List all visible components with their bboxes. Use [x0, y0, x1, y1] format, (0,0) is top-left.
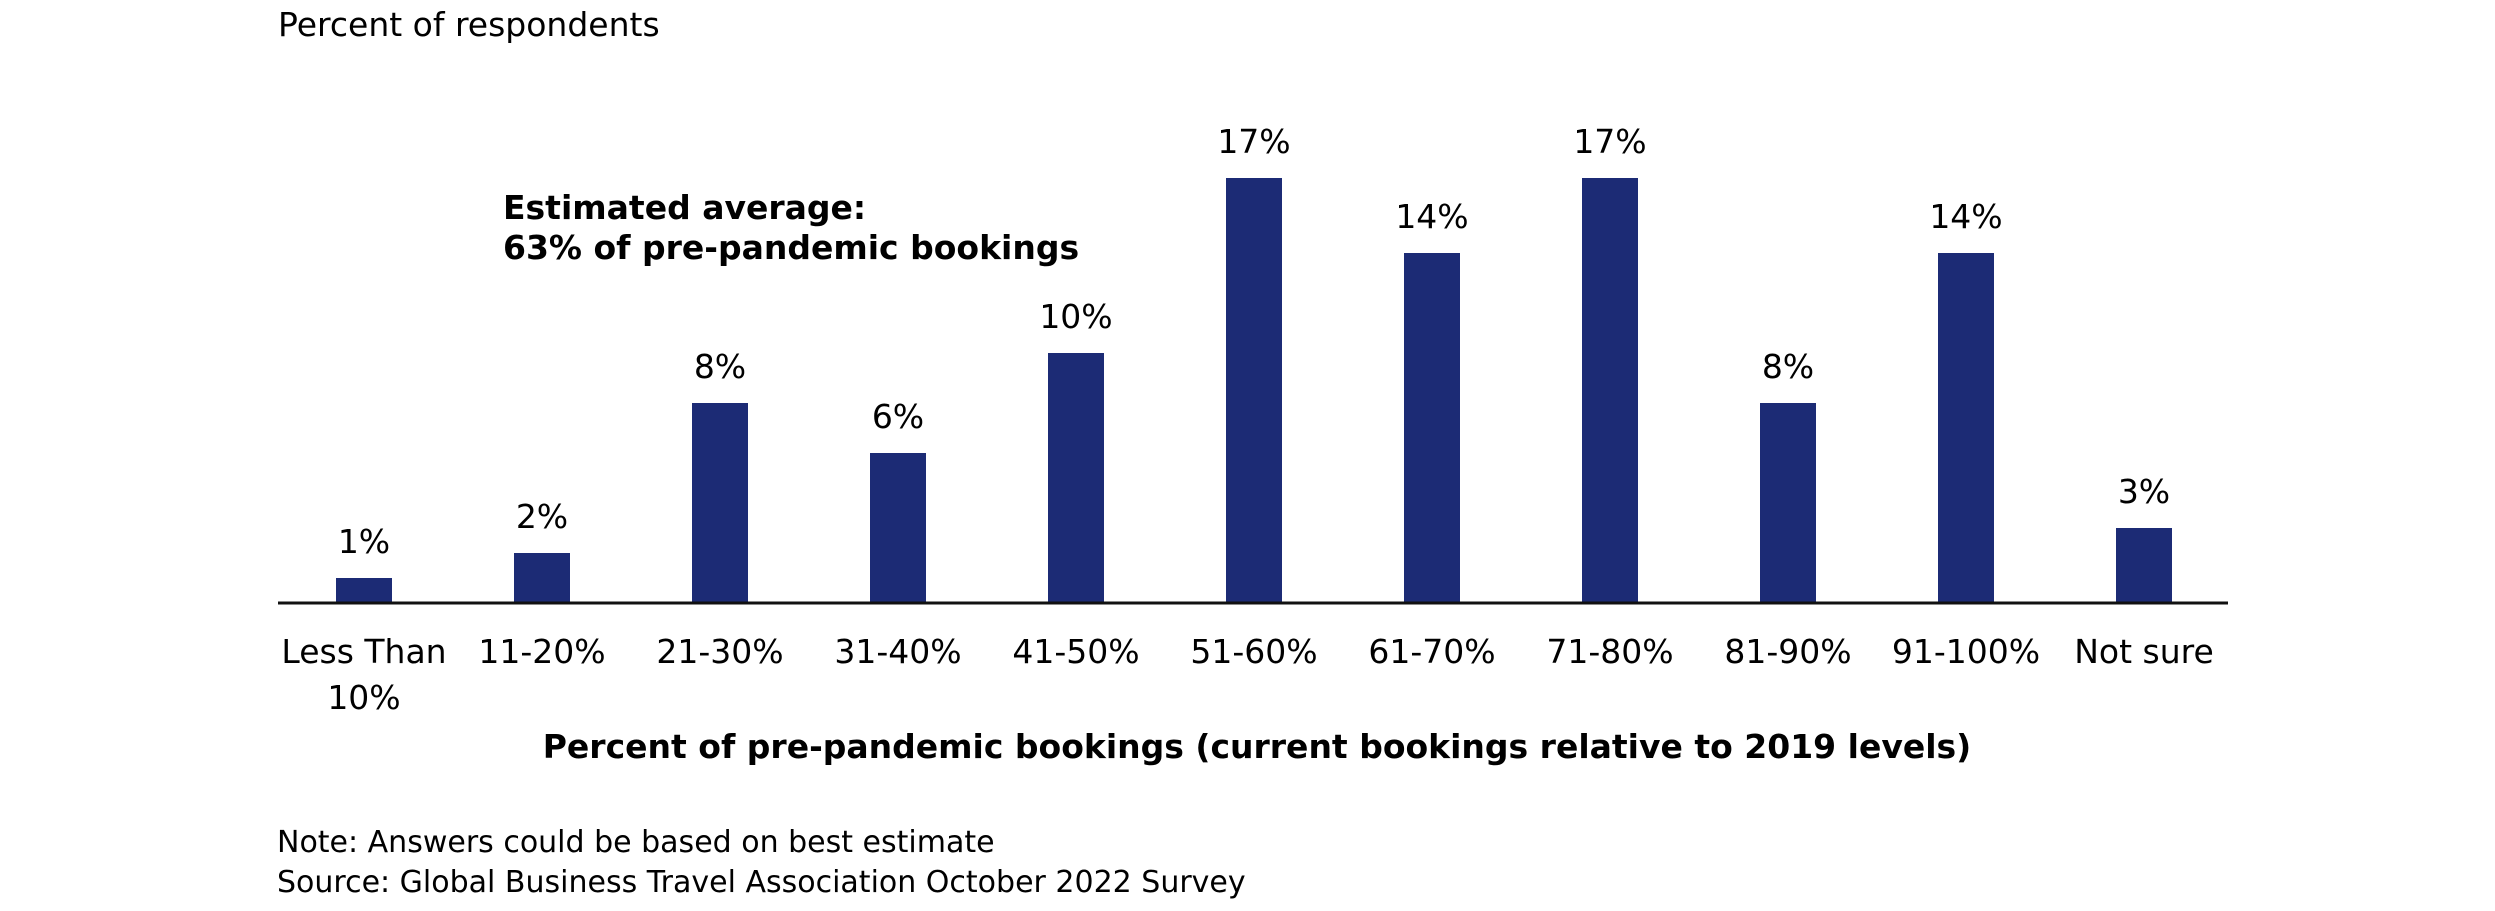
bar-value-label-6: 14% — [1395, 197, 1468, 236]
x-tick-label-line: 91-100% — [1892, 632, 2040, 671]
bar-7 — [1582, 178, 1638, 603]
bar-value-labels: 1% 2% 8% 6% 10% 17% 14% 17% 8% 14% 3% — [338, 122, 2170, 561]
y-axis-label: Percent of respondents — [278, 5, 660, 44]
bar-10 — [2116, 528, 2172, 603]
bar-value-label-10: 3% — [2118, 472, 2170, 511]
x-tick-label-line: 11-20% — [478, 632, 605, 671]
x-tick-label-3: 31-40% — [834, 632, 961, 671]
x-tick-label-9: 91-100% — [1892, 632, 2040, 671]
x-tick-label-line: 10% — [327, 678, 400, 717]
annotation-line-2: 63% of pre-pandemic bookings — [503, 228, 1079, 267]
bar-value-label-4: 10% — [1039, 297, 1112, 336]
bar-4 — [1048, 353, 1104, 603]
x-tick-label-line: 21-30% — [656, 632, 783, 671]
bar-1 — [514, 553, 570, 603]
bar-6 — [1404, 253, 1460, 603]
x-tick-label-line: Less Than — [281, 632, 446, 671]
x-tick-label-6: 61-70% — [1368, 632, 1495, 671]
bar-value-label-2: 8% — [694, 347, 746, 386]
x-tick-label-7: 71-80% — [1546, 632, 1673, 671]
bar-0 — [336, 578, 392, 603]
bar-value-label-1: 2% — [516, 497, 568, 536]
bar-value-label-8: 8% — [1762, 347, 1814, 386]
x-tick-labels: Less Than 10% 11-20% 21-30% 31-40% 41-50% 51-6… — [281, 632, 2213, 717]
bar-2 — [692, 403, 748, 603]
x-tick-label-line: Not sure — [2074, 632, 2214, 671]
x-tick-label-2: 21-30% — [656, 632, 783, 671]
bar-value-label-9: 14% — [1929, 197, 2002, 236]
x-tick-label-line: 41-50% — [1012, 632, 1139, 671]
x-tick-label-line: 71-80% — [1546, 632, 1673, 671]
bars-group — [336, 178, 2172, 603]
x-tick-label-5: 51-60% — [1190, 632, 1317, 671]
x-tick-label-line: 31-40% — [834, 632, 961, 671]
bar-9 — [1938, 253, 1994, 603]
bar-3 — [870, 453, 926, 603]
bar-5 — [1226, 178, 1282, 603]
bar-value-label-5: 17% — [1217, 122, 1290, 161]
x-tick-label-10: Not sure — [2074, 632, 2214, 671]
x-tick-label-line: 61-70% — [1368, 632, 1495, 671]
x-tick-label-line: 51-60% — [1190, 632, 1317, 671]
bar-value-label-7: 17% — [1573, 122, 1646, 161]
x-tick-label-4: 41-50% — [1012, 632, 1139, 671]
x-tick-label-8: 81-90% — [1724, 632, 1851, 671]
bar-value-label-3: 6% — [872, 397, 924, 436]
x-tick-label-1: 11-20% — [478, 632, 605, 671]
footnote: Note: Answers could be based on best est… — [277, 825, 995, 860]
x-tick-label-0: Less Than 10% — [281, 632, 446, 717]
x-tick-label-line: 81-90% — [1724, 632, 1851, 671]
bar-8 — [1760, 403, 1816, 603]
source-line: Source: Global Business Travel Associati… — [277, 865, 1246, 900]
x-axis-label: Percent of pre-pandemic bookings (curren… — [543, 727, 1972, 766]
annotation-line-1: Estimated average: — [503, 188, 866, 227]
bar-value-label-0: 1% — [338, 522, 390, 561]
